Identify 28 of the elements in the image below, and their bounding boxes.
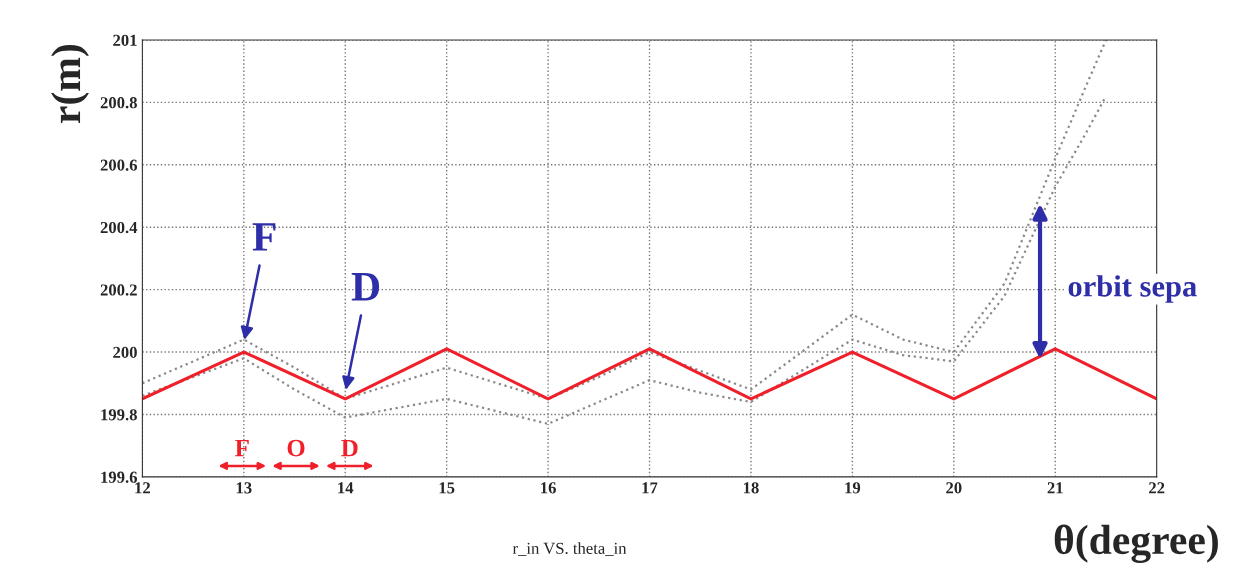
x-tick-label: 18 xyxy=(743,482,759,494)
x-tick-label: 19 xyxy=(845,482,861,494)
x-tick-label: 21 xyxy=(1047,482,1063,494)
annotation: O xyxy=(287,439,305,457)
y-tick-label: 200 xyxy=(113,346,137,358)
y-tick-label: 200.4 xyxy=(100,221,138,234)
x-tick-label: 16 xyxy=(541,482,556,494)
y-tick-label: 200.6 xyxy=(100,159,138,171)
y-tick-label: 199.8 xyxy=(101,409,137,421)
y-tick-label: 199.6 xyxy=(101,471,138,483)
x-tick-label: 13 xyxy=(236,482,252,494)
annotation: F xyxy=(235,439,249,457)
y-axis-title: r(m) xyxy=(51,45,89,124)
x-tick-label: 17 xyxy=(642,482,658,494)
x-axis-title: θ(degree) xyxy=(1054,524,1218,563)
annotation: D xyxy=(351,273,380,301)
annotation: D xyxy=(341,439,358,457)
x-tick-label: 15 xyxy=(439,482,455,494)
annotation: orbit sepa xyxy=(1068,275,1197,303)
annotation: F xyxy=(252,223,276,251)
y-tick-label: 200.2 xyxy=(100,284,137,296)
x-tick-label: 20 xyxy=(946,482,962,494)
x-tick-label: 14 xyxy=(338,482,354,494)
text: r_in VS. theta_in xyxy=(512,542,627,556)
x-tick-label: 22 xyxy=(1149,482,1165,494)
x-tick-label: 12 xyxy=(135,482,150,494)
y-tick-label: 200.8 xyxy=(100,97,137,109)
y-tick-label: 201 xyxy=(113,34,137,46)
